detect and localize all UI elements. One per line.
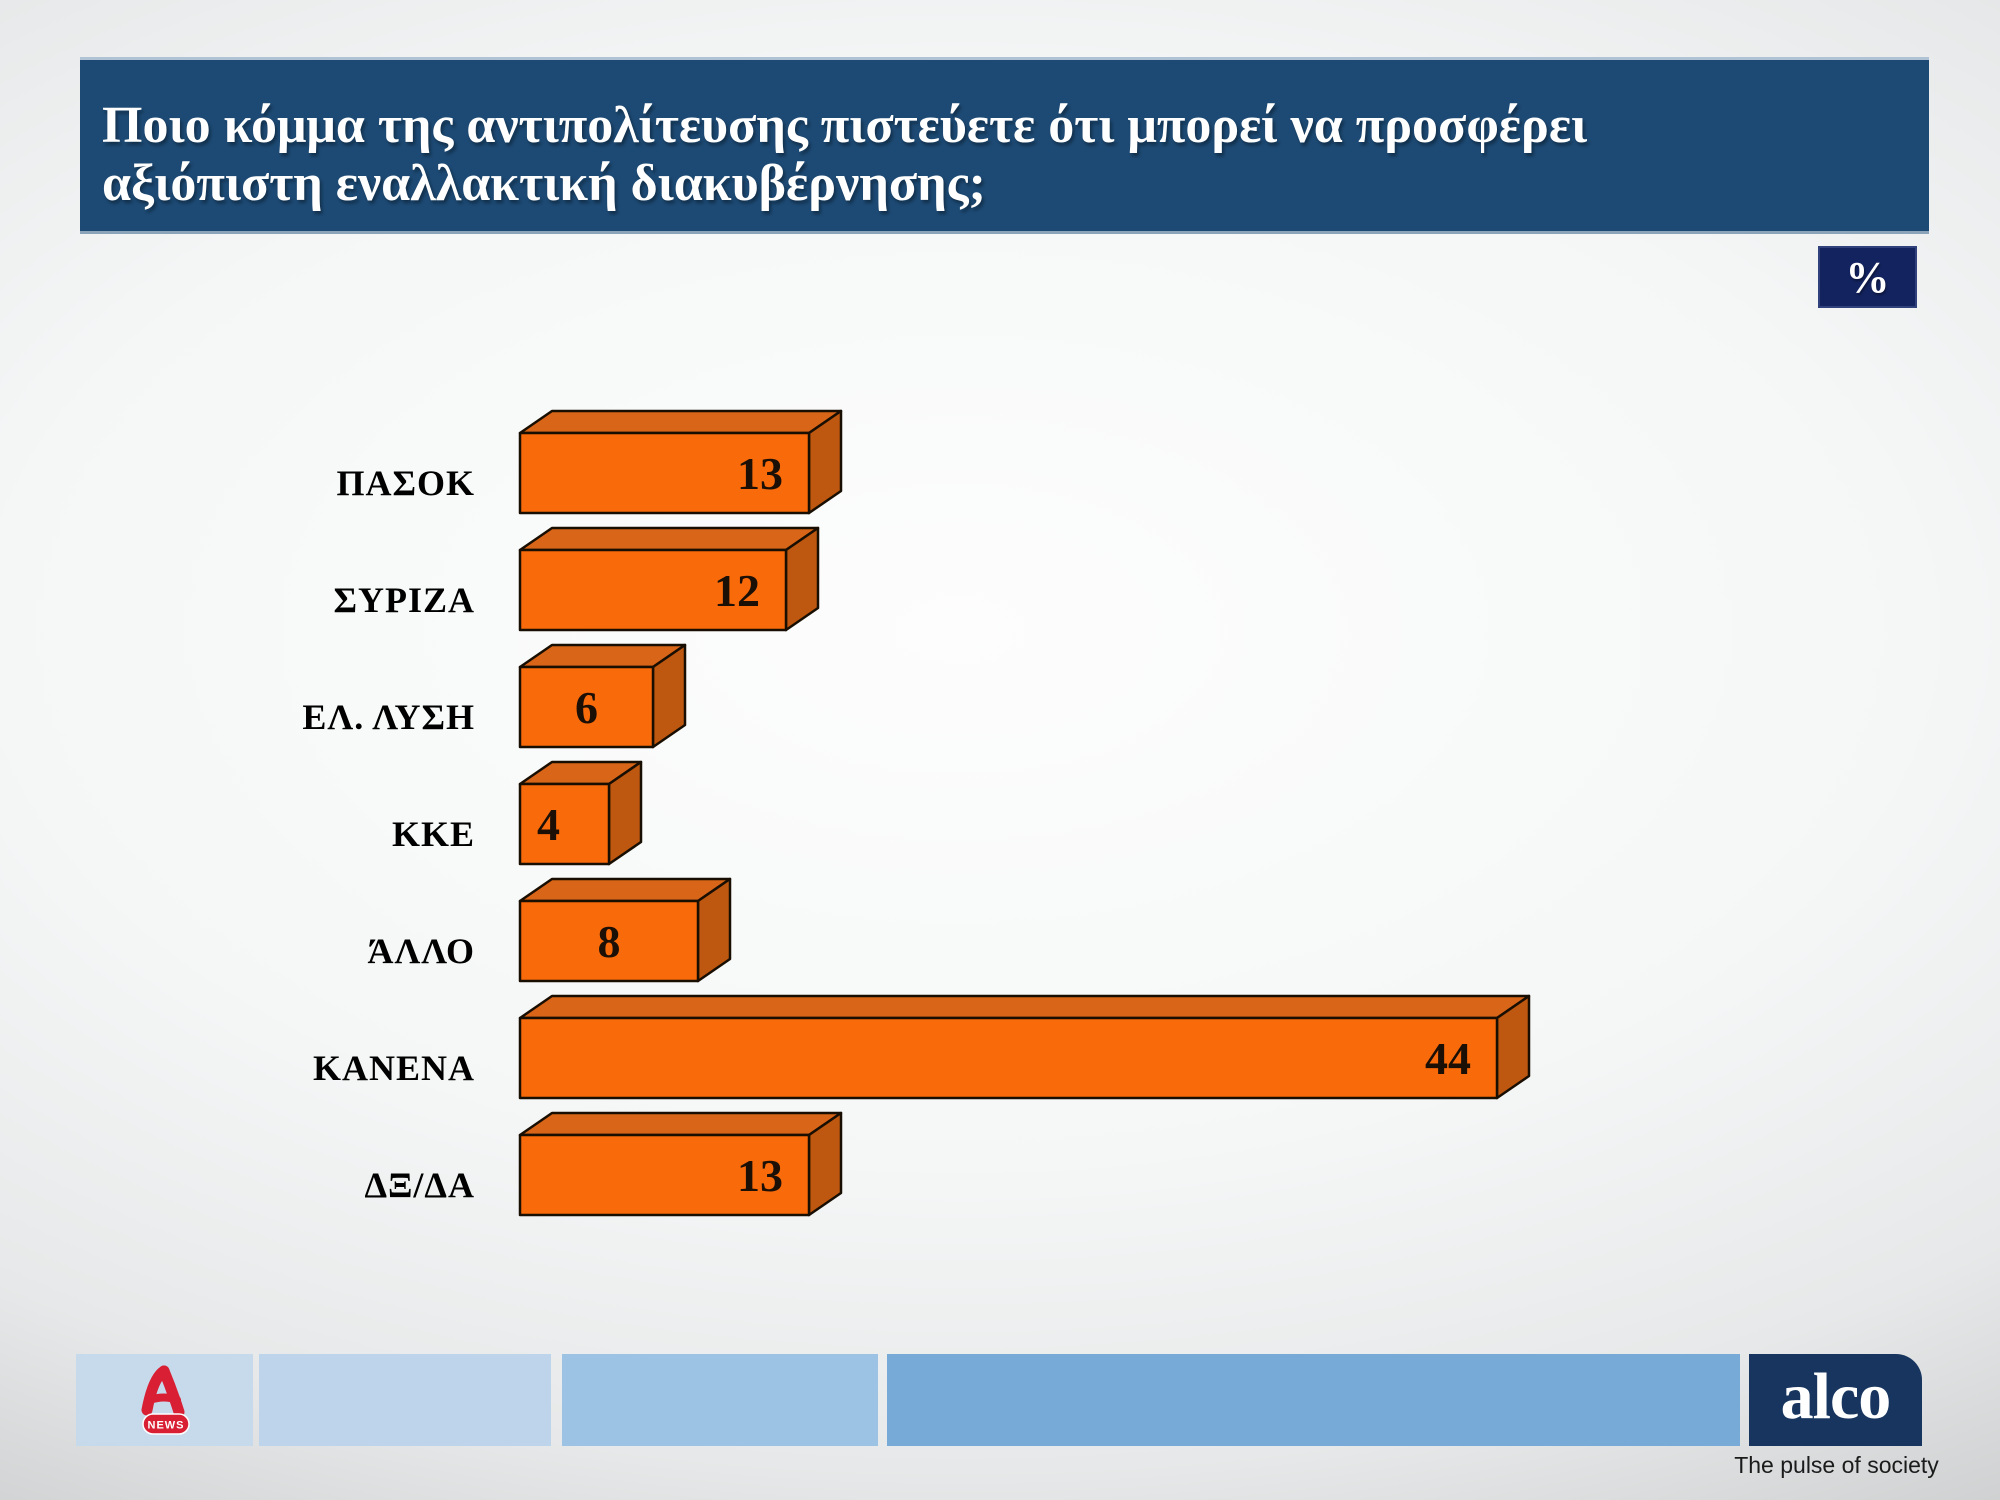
alco-wordmark: alco [1780, 1360, 1892, 1433]
category-label-2: ΕΛ. ΛΥΣΗ [302, 697, 475, 737]
footer-strip-2 [259, 1354, 551, 1446]
bar-value-label-1: 12 [714, 565, 760, 616]
bar-3d-3: 4 [518, 760, 643, 866]
bar-3d-1: 12 [518, 526, 820, 632]
news-badge: NEWS [141, 1413, 190, 1435]
bar-value-label-6: 13 [737, 1150, 783, 1201]
alpha-a-glyph [141, 1365, 184, 1418]
category-label-1: ΣΥΡΙΖΑ [333, 580, 475, 620]
alco-logo: alco [1749, 1354, 1922, 1446]
bar-value-label-5: 44 [1425, 1033, 1471, 1084]
alco-tagline: The pulse of society [1734, 1452, 1939, 1478]
percent-unit-badge: % [1818, 246, 1917, 308]
category-label-6: ΔΞ/ΔΑ [364, 1165, 475, 1205]
footer-strip-3 [562, 1354, 878, 1446]
category-label-5: ΚΑΝΕΝΑ [312, 1048, 475, 1088]
question-title-line-2: αξιόπιστη εναλλακτική διακυβέρνησης; [102, 154, 986, 212]
footer-strip-4 [887, 1354, 1740, 1446]
bar-value-label-4: 8 [598, 916, 621, 967]
bar-value-label-3: 4 [537, 799, 560, 850]
category-label-0: ΠΑΣΟΚ [336, 463, 475, 503]
question-title-line-1: Ποιο κόμμα της αντιπολίτευσης πιστεύετε … [102, 96, 1588, 154]
question-title-bar: Ποιο κόμμα της αντιπολίτευσης πιστεύετε … [80, 57, 1929, 234]
alpha-news-logo: NEWS [141, 1365, 190, 1435]
bar-3d-6: 13 [518, 1111, 843, 1217]
news-badge-label: NEWS [147, 1420, 184, 1432]
bar-3d-2: 6 [518, 643, 687, 749]
category-label-4: ΆΛΛΟ [367, 931, 475, 971]
bar-value-label-2: 6 [575, 682, 598, 733]
footer-strip-alpha: NEWS [76, 1354, 253, 1446]
category-label-3: ΚΚΕ [391, 814, 475, 854]
bar-value-label-0: 13 [737, 448, 783, 499]
bar-3d-4: 8 [518, 877, 732, 983]
bar-3d-0: 13 [518, 409, 843, 515]
bar-3d-5: 44 [518, 994, 1531, 1100]
